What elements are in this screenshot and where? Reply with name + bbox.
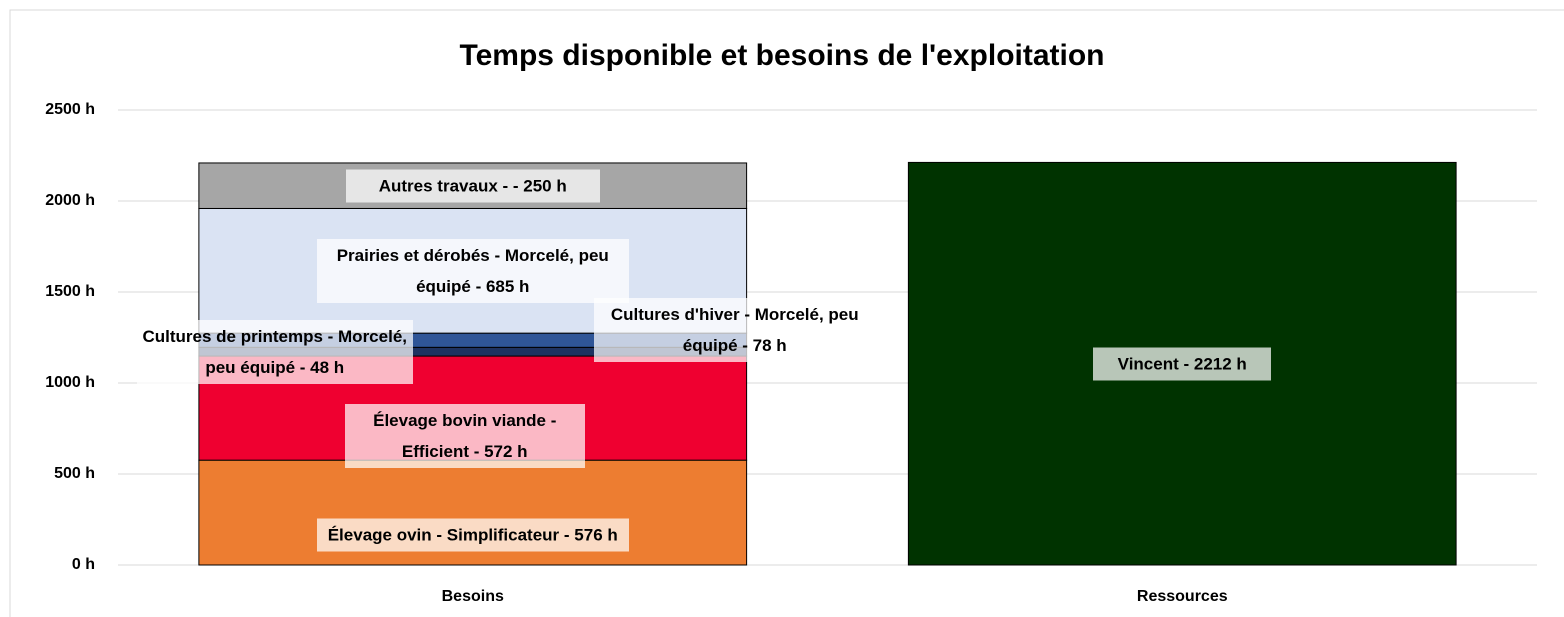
chart-border (9, 9, 1564, 617)
y-tick-label: 2000 h (45, 192, 95, 209)
data-label: Prairies et dérobés - Morcelé, peu équip… (316, 238, 629, 303)
y-tick-label: 0 h (72, 556, 95, 573)
x-tick-label: Ressources (1137, 588, 1228, 605)
data-label: Vincent - 2212 h (1093, 347, 1272, 381)
data-label: Élevage bovin viande - Efficient - 572 h (344, 404, 585, 469)
data-label: Élevage ovin - Simplificateur - 576 h (316, 518, 629, 552)
y-tick-label: 1500 h (45, 283, 95, 300)
data-label: Cultures de printemps - Morcelé, peu équ… (136, 319, 413, 384)
data-label: Autres travaux - - 250 h (345, 169, 600, 203)
y-tick-label: 1000 h (45, 374, 95, 391)
x-tick-label: Besoins (442, 588, 504, 605)
y-tick-label: 2500 h (45, 101, 95, 118)
y-tick-label: 500 h (54, 465, 95, 482)
data-label: Cultures d'hiver - Morcelé, peu équipé -… (593, 298, 876, 363)
chart-title: Temps disponible et besoins de l'exploit… (460, 39, 1105, 72)
